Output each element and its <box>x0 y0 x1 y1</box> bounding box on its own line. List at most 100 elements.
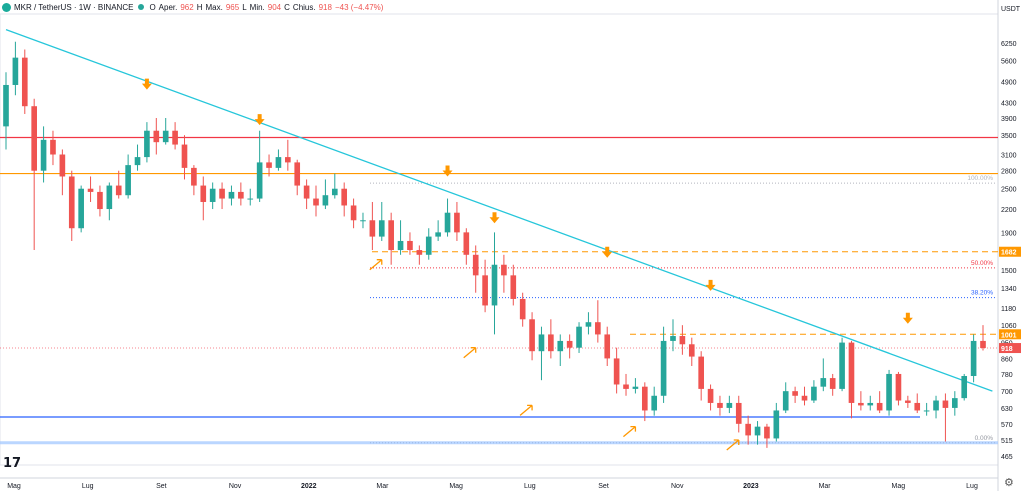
candle-body <box>181 144 188 168</box>
candle-body <box>735 402 742 424</box>
y-tick-label: 515 <box>1001 438 1013 445</box>
y-tick-label: 3500 <box>1001 133 1017 140</box>
candle-body <box>792 391 798 396</box>
candle-body <box>360 220 366 222</box>
fib-level-label: 50.00% <box>971 260 993 267</box>
up-arrow-icon <box>726 439 740 451</box>
candle-body <box>886 373 892 411</box>
candle-body <box>491 264 498 306</box>
y-tick-label: 1180 <box>1001 306 1016 313</box>
trendline[interactable] <box>5 28 993 392</box>
up-arrow-icon <box>369 259 383 271</box>
candle-body <box>341 188 348 206</box>
candle-body <box>942 400 949 408</box>
y-tick-label: 2200 <box>1001 207 1017 214</box>
candle-body <box>125 165 131 196</box>
candle-body <box>294 162 301 186</box>
fib-level-label: 38.20% <box>971 290 993 297</box>
ohlc-change-value: −43 (−4.47%) <box>334 2 384 12</box>
candle-body <box>698 356 704 389</box>
y-tick-label: 4300 <box>1001 100 1017 107</box>
candle-body <box>820 378 827 387</box>
ohlc-open-prefix: Aper. <box>158 2 178 12</box>
candle-body <box>50 139 56 155</box>
candle-body <box>510 275 517 299</box>
fib-level-label: 0.00% <box>975 435 994 442</box>
candle-body <box>247 198 254 200</box>
down-arrow-icon <box>489 212 500 224</box>
candle-body <box>106 185 113 210</box>
candle-body <box>238 191 244 199</box>
candle-body <box>961 376 968 399</box>
ohlc-high-label: H <box>196 2 203 12</box>
candle-body <box>12 57 19 85</box>
x-tick-label: Nov <box>671 483 684 490</box>
candle-body <box>266 162 272 168</box>
candle-body <box>219 188 225 199</box>
symbol-title[interactable]: MKR / TetherUS · 1W · BINANCE <box>14 2 134 12</box>
candle-body <box>557 340 564 352</box>
candle-body <box>228 191 235 199</box>
x-tick-label: 2022 <box>301 483 317 490</box>
x-tick-label: Set <box>156 483 167 490</box>
candle-body <box>764 426 770 439</box>
candle-body <box>200 185 207 202</box>
up-arrow-icon <box>622 426 636 438</box>
plot-area <box>0 13 999 466</box>
x-tick-label: Mag <box>891 483 905 490</box>
up-arrow-head <box>470 347 477 353</box>
tradingview-logo[interactable]: 17 <box>3 456 22 471</box>
candle-body <box>59 154 66 177</box>
up-arrow-head <box>733 439 740 445</box>
candle-body <box>416 250 423 255</box>
candle-body <box>529 319 535 352</box>
x-tick-label: Set <box>598 483 609 490</box>
down-arrow-icon <box>442 165 453 177</box>
x-tick-label: Lug <box>966 483 978 490</box>
y-tick-label: 3100 <box>1001 153 1017 160</box>
candle-body <box>40 139 47 171</box>
down-arrow-icon <box>902 312 913 324</box>
candle-body <box>134 157 141 166</box>
down-arrow-icon <box>602 246 613 258</box>
gear-icon[interactable]: ⚙ <box>1004 477 1014 489</box>
y-tick-label: 700 <box>1001 389 1013 396</box>
y-tick-label: 630 <box>1001 406 1013 413</box>
up-arrow-head <box>630 425 637 432</box>
candle-body <box>331 188 338 196</box>
candle-body <box>876 402 883 411</box>
candle-body <box>829 378 836 389</box>
down-arrow-icon <box>254 114 265 126</box>
candle-body <box>378 220 385 237</box>
candle-body <box>566 340 573 348</box>
up-arrow-head <box>527 404 533 411</box>
ohlc-low-label: L <box>242 2 247 12</box>
candle-body <box>660 340 667 396</box>
ohlc-close-prefix: Chius. <box>292 2 316 12</box>
price-label-badge <box>999 246 1021 257</box>
candle-body <box>632 386 639 389</box>
y-tick-label: 1500 <box>1001 268 1017 275</box>
candle-body <box>623 384 629 389</box>
candle-body <box>78 188 84 229</box>
ohlc-low-value: 904 <box>267 2 282 12</box>
y-tick-label: 4900 <box>1001 80 1017 87</box>
candle-body <box>970 340 977 377</box>
y-tick-label: 1340 <box>1001 286 1017 293</box>
candle-body <box>31 106 38 171</box>
candle-body <box>951 398 958 408</box>
candle-body <box>670 336 676 341</box>
up-arrow-icon <box>463 347 477 359</box>
candle-body <box>519 298 526 320</box>
ohlc-low-prefix: Min. <box>249 2 265 12</box>
candle-body <box>21 57 28 107</box>
ohlc-open-value: 962 <box>180 2 194 12</box>
candle-body <box>153 130 160 143</box>
candle-body <box>576 326 582 348</box>
candle-body <box>162 130 169 143</box>
market-status-icon <box>138 4 145 10</box>
ohlc-open-label: O <box>149 2 156 12</box>
candle-body <box>613 358 620 385</box>
candle-body <box>858 402 864 406</box>
